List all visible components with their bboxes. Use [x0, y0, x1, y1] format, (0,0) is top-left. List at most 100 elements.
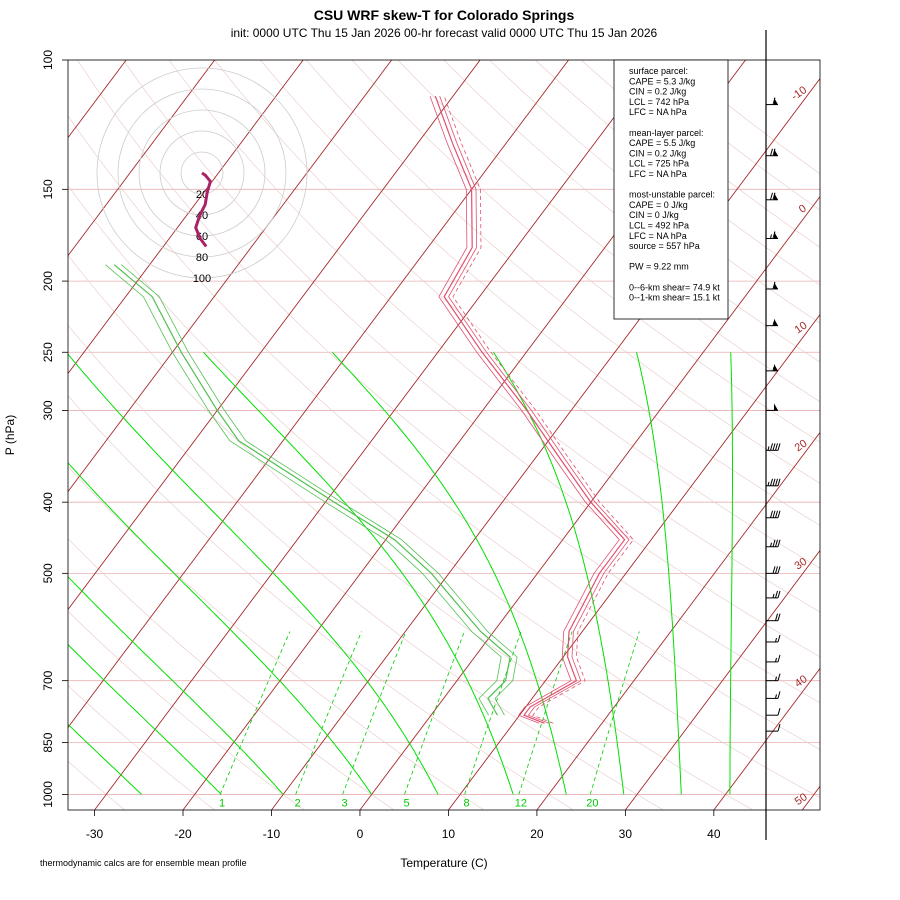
info-line: LFC = NA hPa [629, 169, 687, 179]
plot-frame [67, 59, 821, 811]
dry-adiabat [214, 60, 820, 569]
dry-adiabat [68, 395, 574, 810]
wind-barb-flag [777, 724, 781, 732]
wind-barb-halfflag [775, 637, 777, 643]
y-axis-title: P (hPa) [3, 415, 17, 455]
wind-barb-flag [770, 148, 773, 156]
wind-barb-flag [772, 443, 776, 451]
info-line: 0--6-km shear= 74.9 kt [629, 282, 720, 292]
wind-barb [766, 192, 778, 201]
moist-adiabat [68, 723, 142, 795]
isotherm-line [68, 60, 216, 257]
hodograph-ring-label: 80 [196, 252, 208, 264]
hodograph-ring-label: 100 [193, 273, 211, 285]
wind-barb [766, 281, 778, 290]
isotherm-line [536, 431, 820, 810]
dry-adiabat [260, 60, 820, 526]
wind-barb [766, 654, 781, 663]
dry-adiabat [351, 60, 820, 443]
info-line: mean-layer parcel: [629, 128, 704, 138]
mixing-ratio-label: 2 [295, 797, 301, 809]
x-tick-label: 30 [619, 827, 633, 841]
isotherm-line [68, 60, 392, 493]
isotherm-label: 30 [792, 556, 809, 573]
info-line: CIN = 0.2 J/kg [629, 87, 686, 97]
moist-adiabat [331, 351, 567, 795]
info-line: LCL = 725 hPa [629, 159, 689, 169]
y-tick-label: 500 [41, 563, 55, 583]
info-line: CAPE = 5.3 J/kg [629, 76, 695, 86]
wind-barb-flag [777, 634, 781, 643]
isotherm-label: 0 [797, 203, 809, 216]
info-box-frame [613, 59, 729, 320]
y-tick-label: 400 [41, 492, 55, 512]
info-line: source = 557 hPa [629, 241, 700, 251]
wind-barb-flag [772, 510, 776, 518]
dry-adiabat [68, 466, 484, 810]
sounding-profiles [105, 95, 634, 724]
hodograph-ring [180, 151, 224, 195]
dry-adiabat [122, 60, 820, 658]
wind-barb-halfflag [767, 446, 770, 451]
chart-subtitle: init: 0000 UTC Thu 15 Jan 2026 00-hr for… [231, 26, 658, 40]
wind-barb [766, 231, 778, 239]
wind-barb [766, 318, 778, 327]
y-tick-label: 850 [41, 732, 55, 752]
isotherm-line [271, 77, 820, 810]
wind-barb-halfflag [775, 676, 777, 681]
wind-barb-halfflag [770, 234, 772, 239]
wind-barb-pennant [774, 403, 778, 411]
wind-barb [766, 539, 781, 548]
wind-barb [766, 363, 778, 372]
moist-adiabat [68, 576, 284, 795]
isotherm-line [359, 195, 820, 810]
mixing-ratio-line [518, 631, 573, 795]
wind-barb-flag [772, 231, 776, 239]
isotherm-label: 40 [793, 673, 810, 690]
info-line: CAPE = 5.5 J/kg [629, 138, 695, 148]
wind-barb [766, 148, 778, 157]
wind-barb-flag [777, 708, 781, 716]
hodograph-ring [96, 67, 308, 279]
wind-barb-flag [775, 443, 778, 451]
wind-barb-flag [777, 654, 781, 663]
mixing-ratio-line [342, 631, 407, 795]
isotherm-label: 50 [793, 791, 810, 808]
dewpoint-trace [121, 264, 518, 716]
footnote: thermodynamic calcs are for ensemble mea… [40, 858, 247, 868]
dry-adiabat [68, 254, 753, 810]
chart-title: CSU WRF skew-T for Colorado Springs [314, 7, 575, 23]
dry-adiabat [397, 60, 820, 403]
wind-barb-pennant [774, 363, 778, 371]
wind-barb-halfflag [772, 593, 775, 599]
x-tick-label: -20 [174, 827, 192, 841]
info-line: CIN = 0 J/kg [629, 210, 679, 220]
isotherm-label: 20 [793, 437, 810, 454]
y-tick-label: 200 [41, 271, 55, 291]
mixing-ratio-label: 12 [515, 797, 527, 809]
wind-barb [766, 97, 778, 106]
wind-barb-flag [772, 566, 776, 574]
wind-barb-flag [772, 148, 776, 156]
temperature-trace [439, 95, 630, 724]
isotherm-line [448, 313, 820, 810]
mixing-ratio-label: 20 [586, 797, 598, 809]
mixing-ratio-line [219, 631, 291, 795]
y-tick-label: 150 [41, 179, 55, 199]
info-line: 0--1-km shear= 15.1 kt [629, 293, 720, 303]
wind-barb-flag [777, 566, 781, 574]
mixing-ratio-line [295, 631, 362, 795]
info-line: CAPE = 0 J/kg [629, 200, 688, 210]
isotherm-line [713, 667, 820, 810]
dry-adiabat [68, 324, 664, 810]
wind-barb [766, 478, 781, 487]
dewpoint-trace [105, 264, 502, 716]
dewpoint-trace [113, 264, 511, 716]
wind-barb-flag [777, 539, 781, 547]
info-line: LFC = NA hPa [629, 107, 687, 117]
wind-barb-flag [777, 443, 781, 451]
info-line: CIN = 0.2 J/kg [629, 148, 686, 158]
wind-barb-flag [777, 478, 781, 486]
